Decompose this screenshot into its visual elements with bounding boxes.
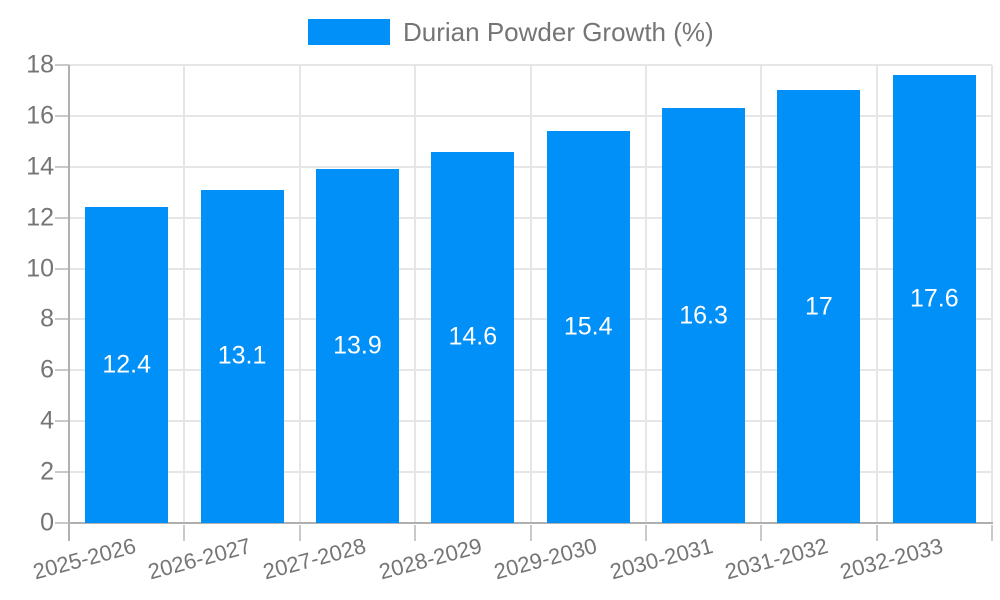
legend-label: Durian Powder Growth (%) (403, 17, 714, 47)
x-axis-tick (760, 525, 763, 541)
bar (777, 90, 860, 523)
gridline-vertical (298, 65, 301, 523)
gridline-vertical (414, 65, 417, 523)
y-tick-label: 16 (26, 101, 54, 130)
bar-value-label: 13.9 (333, 331, 382, 360)
bar (893, 75, 976, 523)
y-axis-tick (55, 216, 69, 219)
y-axis-tick (55, 267, 69, 270)
x-axis-tick (183, 525, 186, 541)
y-axis-tick (55, 64, 69, 66)
x-axis-tick (298, 525, 301, 541)
y-axis-line (68, 65, 70, 541)
y-tick-label: 14 (26, 152, 54, 181)
y-axis-tick (55, 471, 69, 474)
legend: Durian Powder Growth (%) (308, 19, 714, 45)
gridline-vertical (183, 65, 186, 523)
y-axis-tick (55, 420, 69, 423)
y-axis-tick (55, 165, 69, 168)
gridline-vertical (875, 65, 878, 523)
y-axis-tick (55, 369, 69, 372)
y-tick-label: 18 (26, 50, 54, 79)
gridline-vertical (760, 65, 763, 523)
y-tick-label: 0 (40, 508, 54, 537)
bar-value-label: 13.1 (217, 341, 267, 370)
bar-value-label: 17.6 (909, 284, 959, 313)
bar-value-label: 15.4 (563, 312, 613, 341)
gridline-vertical (644, 65, 647, 523)
y-axis-tick (55, 114, 69, 117)
bar (85, 207, 168, 523)
y-axis-tick (55, 522, 69, 524)
gridline-vertical (529, 65, 532, 523)
y-tick-label: 8 (40, 304, 54, 333)
bar (547, 131, 630, 523)
bar-value-label: 12.4 (102, 350, 152, 379)
x-axis-tick (644, 525, 647, 541)
y-tick-label: 2 (40, 457, 54, 486)
bar (316, 169, 399, 523)
y-tick-label: 6 (40, 355, 54, 384)
bar-value-label: 17 (805, 292, 833, 321)
x-axis-tick (875, 525, 878, 541)
legend-swatch (308, 19, 390, 45)
gridline-vertical (991, 65, 993, 523)
bar (662, 108, 745, 523)
y-tick-label: 4 (40, 406, 54, 435)
bar (201, 189, 284, 523)
x-axis-tick (991, 525, 993, 541)
bar-value-label: 14.6 (448, 322, 498, 351)
x-axis-line (68, 522, 993, 524)
bar (431, 151, 514, 523)
y-axis-tick (55, 318, 69, 321)
y-tick-label: 12 (26, 203, 54, 232)
x-axis-tick (414, 525, 417, 541)
y-tick-label: 10 (26, 254, 54, 283)
x-axis-tick (529, 525, 532, 541)
bar-value-label: 16.3 (679, 301, 728, 330)
